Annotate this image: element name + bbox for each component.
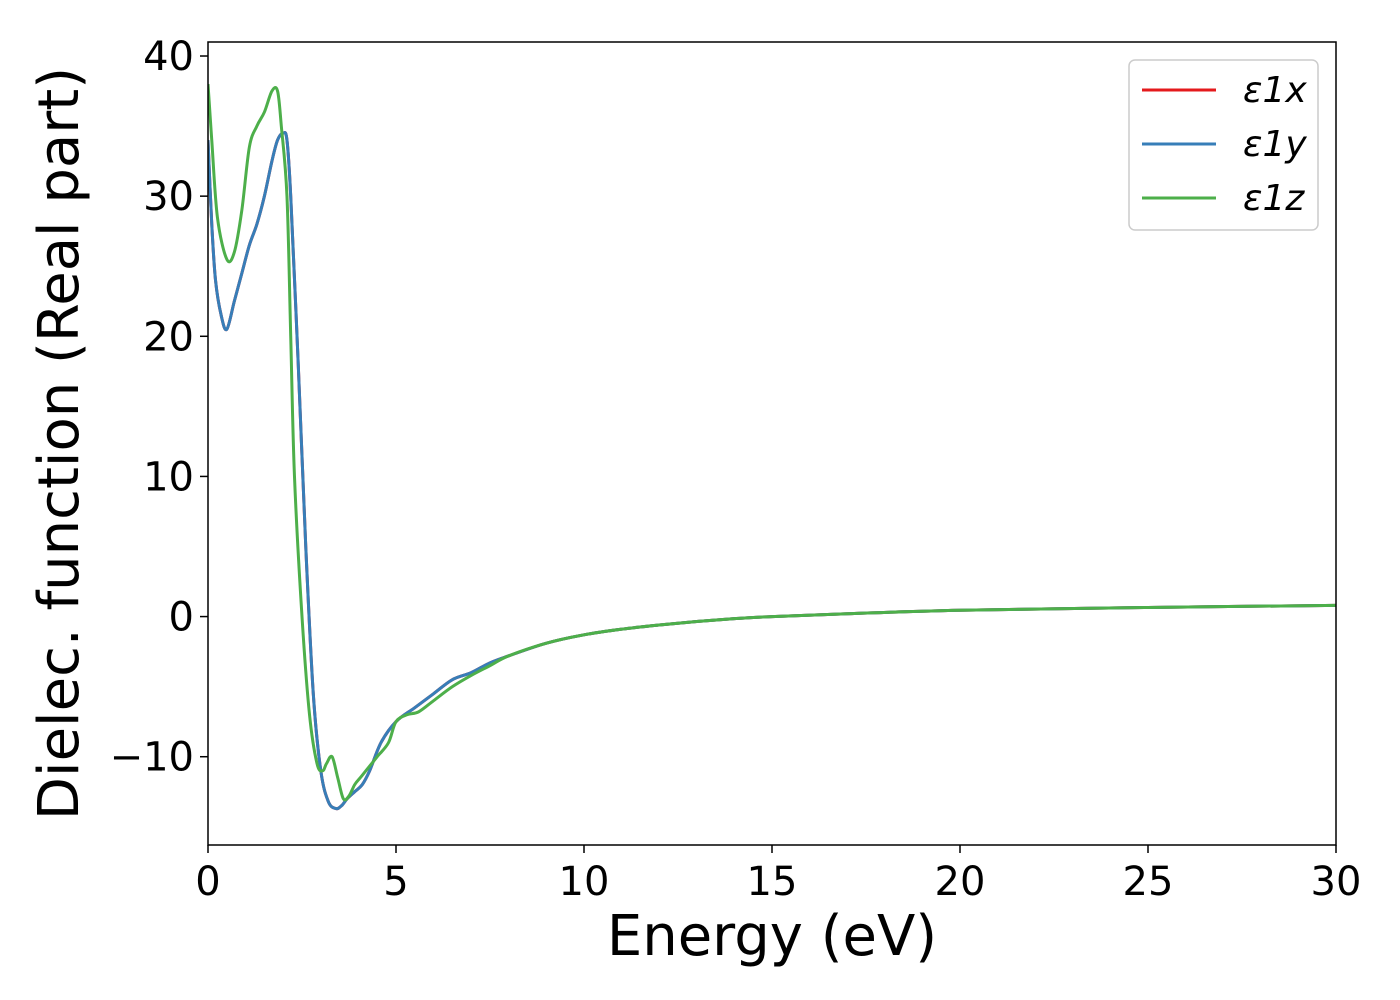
y-axis-label: Dielec. function (Real part)	[27, 67, 92, 820]
x-axis: 0 5 10 15 20 25 30	[195, 845, 1361, 905]
x-tick-label: 5	[383, 859, 408, 905]
x-tick-label: 15	[747, 859, 798, 905]
legend-label-1: ε1x	[1243, 70, 1307, 111]
series-line-1	[208, 131, 1336, 811]
y-tick-label: 20	[143, 314, 194, 360]
series-line-2	[208, 131, 1336, 811]
x-tick-label: 30	[1311, 859, 1362, 905]
y-tick-label: 40	[143, 34, 194, 80]
legend-box	[1128, 59, 1319, 231]
x-tick-label: 10	[559, 859, 610, 905]
legend: ε1x ε1y ε1z	[1128, 59, 1319, 231]
series-line-3	[208, 83, 1336, 802]
x-axis-label: Energy (eV)	[607, 904, 937, 969]
legend-label-2: ε1y	[1243, 124, 1307, 165]
y-tick-label: 0	[169, 595, 194, 641]
legend-label-3: ε1z	[1243, 178, 1305, 219]
x-tick-label: 0	[195, 859, 220, 905]
y-axis: −10 0 10 20 30 40	[110, 34, 208, 781]
x-tick-label: 25	[1123, 859, 1174, 905]
series-lines	[208, 83, 1336, 811]
x-tick-label: 20	[935, 859, 986, 905]
y-tick-label: 10	[143, 454, 194, 500]
y-tick-label: 30	[143, 174, 194, 220]
y-tick-label: −10	[110, 735, 194, 781]
